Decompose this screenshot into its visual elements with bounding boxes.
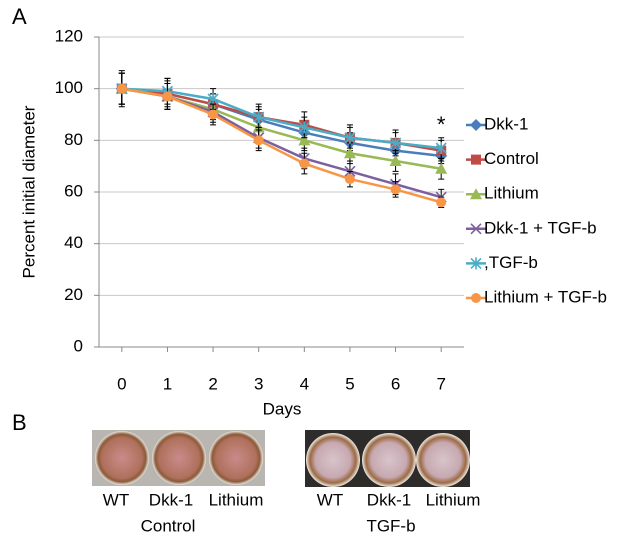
legend-label: ,TGF-b <box>484 253 538 272</box>
annotation: * <box>437 112 446 137</box>
well-label: Lithium <box>209 490 264 509</box>
x-axis-label: Days <box>263 399 302 418</box>
x-tick-label: 4 <box>300 374 309 393</box>
marker <box>435 142 447 155</box>
y-tick-label: 100 <box>55 78 83 97</box>
x-tick-label: 6 <box>391 374 400 393</box>
x-tick-label: 2 <box>208 374 217 393</box>
legend-label: Lithium + TGF-b <box>484 287 607 306</box>
marker <box>208 109 219 120</box>
marker <box>207 93 219 105</box>
y-tick-label: 60 <box>64 181 83 200</box>
group-label: Control <box>141 516 196 535</box>
y-tick-label: 120 <box>55 26 83 45</box>
legend-label: Dkk-1 <box>484 114 528 133</box>
well <box>95 431 149 485</box>
marker <box>435 162 448 174</box>
well <box>416 433 470 487</box>
marker <box>344 174 355 185</box>
panel-label: B <box>12 410 27 435</box>
series <box>116 72 447 208</box>
x-tick-label: 3 <box>254 374 263 393</box>
well-label: Lithium <box>426 490 481 509</box>
marker <box>470 119 482 131</box>
marker <box>470 188 482 200</box>
well <box>209 431 263 485</box>
marker <box>162 91 173 102</box>
well-label: WT <box>317 490 343 509</box>
series-line <box>121 87 442 204</box>
x-tick-label: 7 <box>436 374 445 393</box>
y-tick-label: 40 <box>64 233 83 252</box>
legend-label: Control <box>484 149 539 168</box>
marker <box>343 147 356 159</box>
series <box>115 72 448 165</box>
well-label: Dkk-1 <box>367 490 411 509</box>
marker <box>471 293 481 303</box>
panel-label: A <box>12 4 27 29</box>
marker <box>253 135 264 146</box>
marker <box>389 155 402 166</box>
marker <box>389 136 402 149</box>
marker <box>436 197 447 208</box>
group-label: TGF-b <box>366 516 415 535</box>
well <box>362 433 416 487</box>
marker <box>253 111 265 124</box>
y-axis-label: Percent initial diameter <box>19 105 38 278</box>
well-label: WT <box>103 490 129 509</box>
panel-b-images <box>92 430 470 487</box>
y-tick-label: 0 <box>74 336 83 355</box>
marker <box>116 83 127 94</box>
well-label: Dkk-1 <box>149 490 193 509</box>
marker <box>470 257 482 270</box>
y-tick-label: 80 <box>64 130 83 149</box>
marker <box>299 158 310 169</box>
series-line <box>121 87 442 150</box>
x-tick-label: 1 <box>163 374 172 393</box>
marker <box>390 184 401 195</box>
well <box>306 433 360 487</box>
legend-label: Lithium <box>484 184 539 203</box>
x-tick-label: 0 <box>117 374 126 393</box>
marker <box>298 121 310 134</box>
legend-label: Dkk-1 + TGF-b <box>484 218 597 237</box>
marker <box>298 134 311 146</box>
marker <box>471 154 481 165</box>
well <box>152 431 206 485</box>
y-tick-label: 20 <box>64 285 83 304</box>
marker <box>470 223 482 235</box>
marker <box>344 131 356 144</box>
x-tick-label: 5 <box>345 374 354 393</box>
